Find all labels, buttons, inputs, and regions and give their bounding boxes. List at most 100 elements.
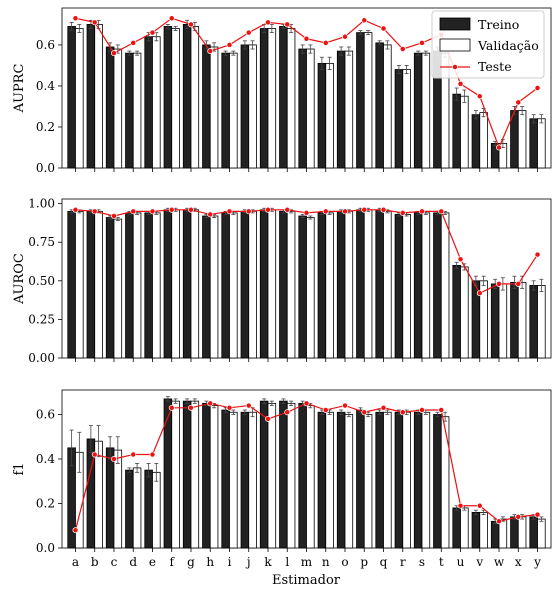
x-tick-label-m: m — [301, 555, 313, 569]
point-teste-q — [381, 26, 386, 31]
bar-validacao-f — [172, 401, 180, 548]
x-tick-label-x: x — [515, 555, 522, 569]
point-teste-o — [342, 34, 347, 39]
bar-validacao-u — [461, 96, 469, 168]
bar-validacao-j — [249, 45, 257, 168]
bar-treino-c — [106, 47, 114, 168]
bar-treino-m — [299, 49, 307, 168]
bar-validacao-y — [538, 285, 546, 358]
x-tick-label-s: s — [419, 555, 425, 569]
bar-treino-w — [491, 284, 499, 358]
bar-treino-y — [530, 285, 538, 358]
x-tick-label-a: a — [72, 555, 79, 569]
bar-treino-l — [280, 211, 288, 358]
bar-validacao-j — [249, 211, 257, 358]
bar-validacao-h — [210, 216, 218, 358]
bar-treino-s — [414, 53, 422, 168]
point-teste-u — [458, 503, 463, 508]
bar-validacao-g — [191, 210, 199, 358]
y-tick-label: 0.50 — [28, 274, 55, 288]
bar-validacao-c — [114, 219, 122, 358]
y-tick-label: 0.2 — [36, 496, 55, 510]
x-tick-label-y: y — [533, 555, 541, 569]
bar-validacao-s — [422, 53, 430, 168]
y-tick-label: 0.6 — [36, 38, 55, 52]
legend-label-treino: Treino — [478, 17, 519, 32]
bar-validacao-o — [345, 51, 353, 168]
bar-validacao-x — [518, 111, 526, 168]
bar-treino-m — [299, 403, 307, 548]
bar-validacao-u — [461, 508, 469, 548]
x-tick-label-q: q — [380, 555, 388, 569]
bar-validacao-x — [518, 517, 526, 548]
bar-treino-d — [126, 470, 134, 548]
bar-treino-r — [395, 214, 403, 358]
bar-treino-n — [318, 412, 326, 548]
x-tick-label-j: j — [245, 555, 251, 569]
bar-validacao-d — [133, 213, 141, 358]
y-tick-label: 0.6 — [36, 407, 55, 421]
x-tick-label-p: p — [360, 555, 368, 569]
bar-validacao-b — [95, 24, 103, 168]
bar-validacao-n — [326, 412, 334, 548]
bar-treino-x — [511, 517, 519, 548]
bar-treino-v — [472, 115, 480, 168]
point-teste-n — [323, 40, 328, 45]
bar-validacao-e — [152, 213, 160, 358]
bar-validacao-v — [480, 113, 488, 168]
bar-validacao-g — [191, 26, 199, 168]
bar-treino-m — [299, 216, 307, 358]
y-tick-label: 0.25 — [28, 312, 55, 326]
bar-validacao-x — [518, 282, 526, 358]
bar-validacao-c — [114, 49, 122, 168]
bar-validacao-i — [229, 412, 237, 548]
bar-treino-s — [414, 412, 422, 548]
legend-marker-teste — [452, 64, 457, 69]
point-teste-a — [73, 16, 78, 21]
x-tick-label-o: o — [341, 555, 348, 569]
point-teste-u — [458, 257, 463, 262]
point-teste-m — [304, 401, 309, 406]
point-teste-e — [150, 209, 155, 214]
x-tick-label-v: v — [475, 555, 483, 569]
bar-treino-t — [434, 414, 442, 548]
bar-validacao-p — [364, 210, 372, 358]
legend: Treino Validação Teste — [432, 11, 544, 78]
bar-treino-h — [203, 403, 211, 548]
x-tick-label-l: l — [285, 555, 289, 569]
point-teste-p — [362, 18, 367, 23]
bar-treino-i — [222, 53, 230, 168]
point-teste-h — [208, 401, 213, 406]
bar-validacao-b — [95, 211, 103, 358]
bar-validacao-r — [403, 412, 411, 548]
point-teste-s — [419, 407, 424, 412]
point-teste-i — [227, 209, 232, 214]
bar-treino-f — [164, 26, 172, 168]
point-teste-e — [150, 30, 155, 35]
point-teste-r — [400, 210, 405, 215]
y-axis-label: f1 — [12, 462, 27, 475]
bar-treino-d — [126, 53, 134, 168]
bar-validacao-d — [133, 468, 141, 548]
bar-validacao-a — [75, 29, 83, 168]
bar-validacao-l — [287, 403, 295, 548]
bar-treino-d — [126, 213, 134, 358]
bar-treino-y — [530, 119, 538, 168]
bar-validacao-v — [480, 512, 488, 548]
point-teste-k — [265, 416, 270, 421]
point-teste-i — [227, 42, 232, 47]
bar-treino-a — [68, 211, 76, 358]
legend-label-teste: Teste — [478, 59, 512, 74]
bar-treino-g — [183, 24, 191, 168]
bar-validacao-u — [461, 267, 469, 358]
bar-validacao-y — [538, 119, 546, 168]
x-tick-label-d: d — [129, 555, 137, 569]
bar-treino-t — [434, 213, 442, 358]
bar-treino-q — [376, 43, 384, 168]
point-teste-a — [73, 207, 78, 212]
bar-validacao-m — [307, 218, 315, 358]
point-teste-f — [169, 207, 174, 212]
bar-validacao-l — [287, 29, 295, 168]
point-teste-g — [188, 405, 193, 410]
bar-treino-r — [395, 412, 403, 548]
